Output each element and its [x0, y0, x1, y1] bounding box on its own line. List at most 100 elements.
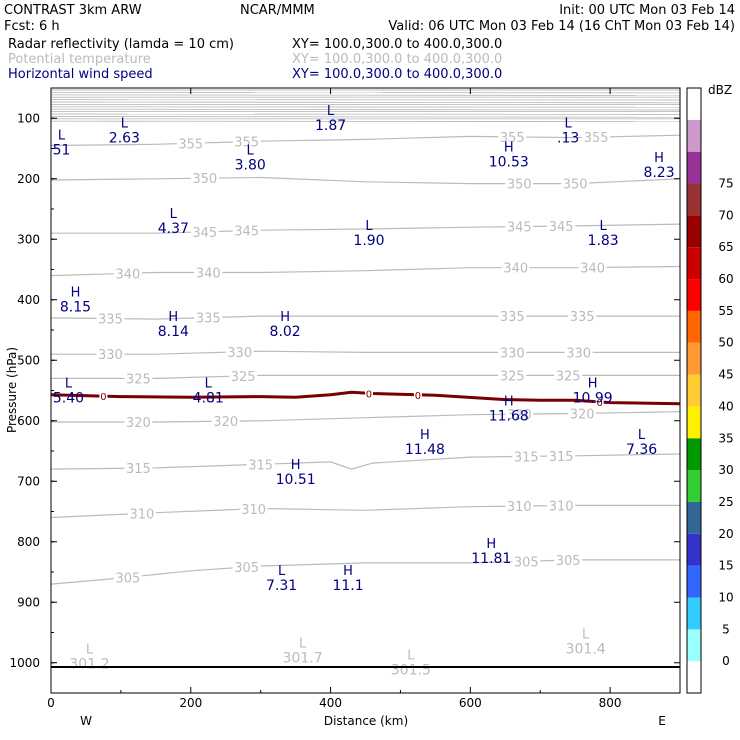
- isentrope-label-bg: [561, 176, 590, 190]
- isentrope-label-bg: [176, 136, 205, 150]
- wind-extremum-value: .13: [557, 130, 579, 146]
- isentrope-340: [50, 265, 681, 277]
- colorbar-level-label: 60: [718, 272, 733, 286]
- isentrope-label-305: 305: [556, 554, 581, 569]
- wind-low-marker: L: [247, 144, 255, 159]
- x-tick-label: 200: [179, 696, 202, 710]
- colorbar: dBZ 0 5 10 15 20 25 30 35 40 45 50 55 60 65 70 75: [686, 83, 734, 694]
- isentrope-label-bg: [232, 223, 261, 237]
- field-name-wind: Horizontal wind speed: [8, 67, 153, 82]
- isentrope-label-340: 340: [115, 267, 140, 282]
- isentrope-label-bg: [232, 559, 261, 573]
- isentrope-label-315: 315: [514, 450, 539, 465]
- reflectivity-label-bg: [364, 388, 373, 399]
- wind-low-marker: L: [327, 104, 335, 119]
- wind-low-marker: L: [599, 219, 607, 234]
- y-tick-label: 500: [17, 353, 40, 367]
- reflectivity-label-bg: [99, 391, 108, 402]
- isentrope-label-335: 335: [98, 313, 123, 328]
- colorbar-swatch: [687, 183, 701, 216]
- east-label: E: [658, 714, 666, 728]
- isentrope-label-330: 330: [227, 346, 252, 361]
- isentrope-label-315: 315: [549, 450, 574, 465]
- west-label: W: [80, 714, 92, 728]
- reflectivity-label: 0: [100, 392, 106, 403]
- reflectivity-label: 0: [596, 398, 602, 409]
- isentrope-label-330: 330: [500, 346, 525, 361]
- isentrope-label-bg: [547, 498, 576, 512]
- isentrope-label-350: 350: [563, 178, 588, 193]
- colorbar-swatch: [687, 151, 701, 184]
- init-time: Init: 00 UTC Mon 03 Feb 14: [559, 3, 735, 18]
- wind-high-marker: H: [420, 428, 430, 443]
- isentrope-label-335: 335: [196, 312, 221, 327]
- wind-extremum-value: 10.99: [573, 390, 613, 406]
- wind-extremum-value: 1.87: [315, 118, 346, 134]
- isentrope-label-bg: [124, 414, 153, 428]
- theta-extremum-value: 301.5: [391, 663, 431, 679]
- isentrope-345: [51, 223, 681, 234]
- isentrope-label-345: 345: [234, 225, 259, 240]
- isentrope-label-320: 320: [507, 408, 532, 423]
- isentrope-label-335: 335: [500, 310, 525, 325]
- wind-high-marker: H: [654, 151, 664, 166]
- colorbar-frame: [686, 87, 702, 694]
- wind-extremum-value: 4.37: [158, 221, 189, 237]
- wind-extremum-value: 8.23: [643, 165, 674, 181]
- colorbar-swatch: [687, 629, 701, 662]
- y-tick-label: 800: [17, 535, 40, 549]
- isentrope-label-bg: [512, 554, 541, 568]
- wind-extremum-value: 8.02: [270, 324, 301, 340]
- upper-isentrope-line: [50, 108, 681, 111]
- isentrope-label-310: 310: [129, 507, 154, 522]
- isentrope-label-bg: [505, 499, 534, 513]
- y-tick-label: 700: [17, 474, 40, 488]
- colorbar-level-label: 10: [718, 590, 733, 604]
- wind-high-marker: H: [291, 458, 301, 473]
- isentrope-label-350: 350: [192, 172, 217, 187]
- isentrope-label-355: 355: [500, 131, 525, 146]
- colorbar-level-label: 35: [718, 431, 733, 445]
- isentrope-label-335: 335: [570, 310, 595, 325]
- wind-extremum-value: 3.80: [235, 158, 266, 174]
- theta-low-marker: L: [407, 649, 415, 664]
- wind-extremum-value: 10.51: [276, 472, 316, 488]
- isentrope-label-bg: [498, 368, 527, 382]
- theta-extremum-value: 301.7: [283, 651, 323, 667]
- forecast-hour: Fcst: 6 h: [4, 19, 60, 34]
- isentrope-label-330: 330: [98, 348, 123, 363]
- isentrope-label-345: 345: [507, 221, 532, 236]
- isentrope-label-bg: [547, 449, 576, 463]
- field-xy-reflectivity: XY= 100.0,300.0 to 400.0,300.0: [292, 37, 502, 52]
- reflectivity-label: 0: [415, 391, 421, 402]
- isentrope-label-bg: [194, 265, 223, 279]
- reflectivity-zero-line: [50, 390, 681, 406]
- reflectivity-label-bg: [595, 396, 604, 407]
- y-tick-label: 400: [17, 293, 40, 307]
- wind-extremum-value: 1.83: [588, 233, 619, 249]
- isentrope-label-bg: [505, 219, 534, 233]
- upper-isentrope-line: [50, 94, 681, 97]
- wind-extremum-value: 7.36: [626, 442, 657, 458]
- isentrope-label-310: 310: [241, 503, 266, 518]
- colorbar-swatch: [687, 438, 701, 471]
- theta-low-marker: L: [299, 637, 307, 652]
- wind-extremum-value: 4.81: [193, 390, 224, 406]
- wind-high-marker: H: [168, 310, 178, 325]
- isentrope-label-320: 320: [570, 407, 595, 422]
- isentrope-label-325: 325: [556, 369, 581, 384]
- theta-extremum-value: 301.2: [69, 657, 109, 673]
- x-tick-label: 600: [459, 696, 482, 710]
- isentrope-label-bg: [190, 224, 219, 238]
- isentrope-label-310: 310: [507, 500, 532, 515]
- isentrope-label-bg: [568, 406, 597, 420]
- colorbar-level-label: 70: [718, 208, 733, 222]
- field-name-reflectivity: Radar reflectivity (lamda = 10 cm): [8, 37, 234, 52]
- colorbar-level-label: 45: [718, 368, 733, 382]
- isentrope-label-bg: [211, 414, 240, 428]
- isentrope-label-bg: [554, 553, 583, 567]
- isentrope-label-bg: [501, 260, 530, 274]
- wind-extremum-value: 8.15: [60, 300, 91, 316]
- isentrope-label-330: 330: [566, 346, 591, 361]
- isentrope-label-bg: [568, 309, 597, 323]
